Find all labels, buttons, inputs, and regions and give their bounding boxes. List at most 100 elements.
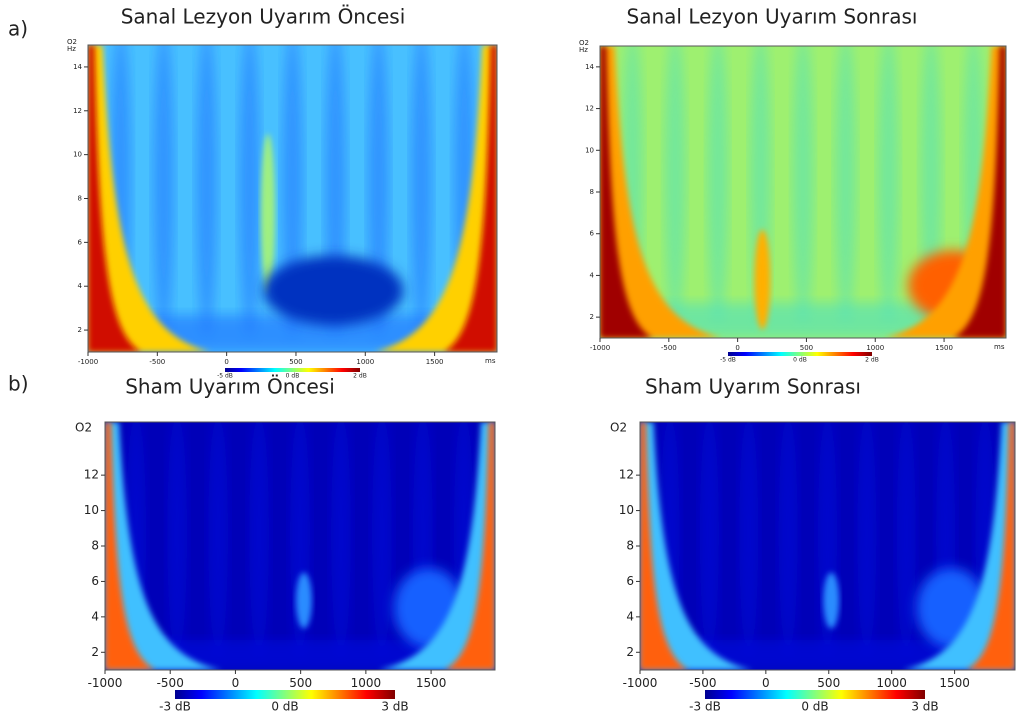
x-tick-label: 1500 [426, 358, 444, 366]
colorbar-label: 0 dB [793, 357, 807, 364]
texture [739, 422, 759, 658]
channel-label: O2 [579, 39, 589, 47]
x-tick-label: 1000 [356, 358, 374, 366]
edge [374, 45, 497, 352]
edge [443, 45, 497, 352]
x-tick-label: 1000 [876, 676, 907, 690]
colorbar-label: -5 dB [217, 373, 233, 380]
row-label: b) [8, 372, 29, 396]
x-tick-label: -1000 [78, 358, 98, 366]
x-tick-label: -1000 [590, 344, 610, 352]
colorbar-label: 2 dB [865, 357, 879, 364]
y-tick-label: 10 [619, 503, 634, 517]
x-tick-label: -500 [157, 676, 184, 690]
y-tick-label: 2 [78, 326, 82, 334]
panel-title: Sham Uyarım Öncesi [125, 375, 335, 399]
panel-title: Sanal Lezyon Uyarım Öncesi [121, 5, 406, 29]
colorbar [705, 690, 925, 699]
y-tick-label: 2 [626, 645, 634, 659]
x-tick-label: 500 [289, 676, 312, 690]
texture [249, 422, 269, 658]
colorbar-label: 3 dB [381, 700, 408, 714]
edge [600, 46, 722, 338]
texture [707, 46, 728, 324]
x-tick-label: 0 [735, 344, 739, 352]
y-tick-label: 8 [626, 539, 634, 553]
y-tick-label: 14 [585, 63, 594, 71]
colorbar [728, 352, 872, 356]
x-tick-label: -1000 [88, 676, 123, 690]
x-tick-label: 1500 [939, 676, 970, 690]
heatmap [600, 46, 1006, 338]
y-tick-label: 12 [619, 468, 634, 482]
edge [902, 422, 1015, 670]
colorbar [175, 690, 395, 699]
texture [792, 46, 814, 324]
texture [239, 45, 260, 337]
edge [88, 45, 142, 352]
edge [378, 422, 495, 670]
colorbar-label: -3 dB [689, 700, 721, 714]
texture [857, 422, 877, 658]
edge [640, 422, 689, 670]
channel-label: O2 [67, 38, 77, 46]
y-tick-label: 6 [91, 574, 99, 588]
y-tick-label: 4 [590, 271, 595, 279]
x-tick-label: 1000 [351, 676, 382, 690]
y-tick-label: 10 [84, 503, 99, 517]
x-tick-label: 0 [224, 358, 228, 366]
x-tick-label: 0 [232, 676, 240, 690]
row-label: a) [8, 17, 28, 41]
texture [835, 46, 856, 324]
texture [331, 422, 351, 658]
x-tick-label: -500 [661, 344, 677, 352]
heatmap [88, 45, 497, 352]
edge [88, 45, 211, 352]
edge [966, 422, 1015, 670]
texture [754, 229, 771, 330]
channel-label: O2 [610, 421, 627, 435]
y-unit: Hz [67, 45, 76, 53]
y-tick-label: 6 [78, 238, 83, 246]
colorbar-label: 2 dB [353, 373, 367, 380]
texture [896, 422, 916, 658]
x-tick-label: 500 [800, 344, 813, 352]
x-tick-label: -1000 [623, 676, 658, 690]
colorbar-label: 3 dB [911, 700, 938, 714]
x-unit: ms [994, 343, 1005, 351]
y-tick-label: 4 [91, 609, 99, 623]
edge [105, 422, 222, 670]
y-tick-label: 12 [585, 105, 594, 113]
y-tick-label: 12 [84, 468, 99, 482]
colorbar-label: 0 dB [801, 700, 828, 714]
x-tick-label: 500 [289, 358, 302, 366]
edge [105, 422, 156, 670]
y-tick-label: 12 [73, 107, 82, 115]
edge [444, 422, 495, 670]
y-tick-label: 6 [590, 230, 595, 238]
colorbar-label: 0 dB [271, 700, 298, 714]
texture [260, 133, 275, 294]
texture [778, 422, 798, 658]
y-tick-label: 4 [626, 609, 634, 623]
edge [953, 46, 1006, 338]
heatmap [640, 422, 1015, 670]
colorbar-label: -3 dB [159, 700, 191, 714]
y-tick-label: 10 [73, 151, 82, 159]
y-tick-label: 2 [91, 645, 99, 659]
y-tick-label: 14 [73, 63, 82, 71]
x-tick-label: 1500 [416, 676, 447, 690]
texture [263, 255, 404, 326]
texture [700, 422, 719, 658]
y-tick-label: 4 [78, 282, 83, 290]
x-tick-label: -500 [149, 358, 165, 366]
texture [196, 45, 217, 337]
x-tick-label: 1500 [935, 344, 953, 352]
y-tick-label: 8 [78, 195, 82, 203]
edge [884, 46, 1006, 338]
heatmap [105, 422, 495, 670]
y-tick-label: 2 [590, 313, 594, 321]
x-tick-label: -500 [689, 676, 716, 690]
y-tick-label: 8 [91, 539, 99, 553]
